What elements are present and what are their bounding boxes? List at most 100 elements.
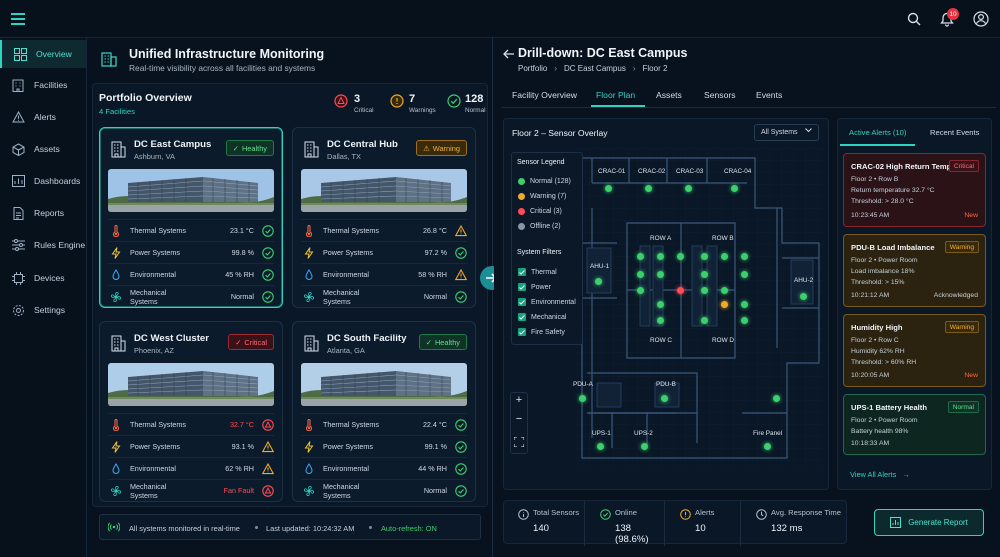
metric-row[interactable]: Thermal Systems 32.7 °C (108, 413, 274, 435)
sensor-dot[interactable] (700, 286, 708, 294)
zoom-in-button[interactable]: + (515, 394, 523, 406)
sensor-dot[interactable] (740, 300, 748, 308)
tab-events[interactable]: Events (756, 90, 783, 100)
tab-facility-overview[interactable]: Facility Overview (512, 90, 577, 100)
sidebar-item-alerts[interactable]: Alerts (0, 103, 86, 131)
sidebar-item-rules-engine[interactable]: Rules Engine (0, 231, 86, 259)
metric-row[interactable]: Thermal Systems 26.8 °C (301, 219, 467, 241)
alert-circle-icon (679, 508, 691, 520)
tab-assets[interactable]: Assets (656, 90, 682, 100)
filter-checkbox[interactable]: Power (518, 283, 551, 291)
auto-refresh-text[interactable]: Auto-refresh: ON (381, 524, 437, 533)
zoom-out-button[interactable]: − (515, 413, 523, 425)
breadcrumb-item[interactable]: DC East Campus (564, 64, 626, 73)
facility-card[interactable]: DC West Cluster Phoenix, AZ ✓ Critical Th… (99, 321, 283, 502)
sensor-dot[interactable] (720, 286, 728, 294)
sensor-dot[interactable] (720, 252, 728, 260)
metric-row[interactable]: Environmental 58 % RH (301, 263, 467, 285)
sensor-dot[interactable] (763, 442, 771, 450)
sidebar-item-settings[interactable]: Settings (0, 296, 86, 324)
tab-recent-events[interactable]: Recent Events (930, 128, 980, 137)
alert-card[interactable]: Humidity High Warning Floor 2 • Row C Hum… (843, 314, 986, 387)
sidebar-item-overview[interactable]: Overview (0, 40, 86, 68)
sidebar-item-assets[interactable]: Assets (0, 135, 86, 163)
sensor-dot[interactable] (640, 442, 648, 450)
lightning-icon (303, 440, 315, 453)
metric-row[interactable]: Power Systems 99.1 % (301, 435, 467, 457)
menu-icon[interactable] (10, 11, 26, 27)
metric-row[interactable]: Environmental 45 % RH (108, 263, 274, 285)
sensor-dot[interactable] (772, 394, 780, 402)
sensor-dot[interactable] (740, 316, 748, 324)
sensor-dot[interactable] (720, 300, 728, 308)
metric-row[interactable]: Thermal Systems 22.4 °C (301, 413, 467, 435)
filter-checkbox[interactable]: Thermal (518, 268, 557, 276)
sensor-dot[interactable] (594, 277, 602, 285)
breadcrumb-item[interactable]: Floor 2 (642, 64, 668, 73)
sidebar-item-reports[interactable]: Reports (0, 199, 86, 227)
sensor-dot[interactable] (740, 270, 748, 278)
sensor-dot[interactable] (740, 252, 748, 260)
alert-card[interactable]: UPS-1 Battery Health Normal Floor 2 • Po… (843, 394, 986, 455)
alert-card[interactable]: PDU-B Load Imbalance Warning Floor 2 • P… (843, 234, 986, 307)
building-icon (303, 140, 319, 158)
filter-checkbox[interactable]: Fire Safety (518, 328, 565, 336)
metric-row[interactable]: Power Systems 97.2 % (301, 241, 467, 263)
search-icon[interactable] (906, 11, 922, 27)
facility-card[interactable]: DC Central Hub Dallas, TX ⚠ Warning Therm… (292, 127, 476, 308)
user-avatar-icon[interactable] (972, 10, 989, 27)
critical-alert-icon (262, 484, 274, 497)
metric-row[interactable]: Mechanical Systems Normal (301, 285, 467, 307)
page-title: Unified Infrastructure Monitoring (129, 47, 325, 61)
metric-row[interactable]: Mechanical Systems Normal (301, 479, 467, 501)
sensor-dot[interactable] (684, 184, 692, 192)
sidebar-item-devices[interactable]: Devices (0, 264, 86, 292)
metric-row[interactable]: Mechanical Systems Normal (108, 285, 274, 307)
sensor-dot[interactable] (700, 316, 708, 324)
sensor-dot[interactable] (578, 394, 586, 402)
tab-active-alerts[interactable]: Active Alerts (10) (849, 128, 907, 137)
breadcrumb-item[interactable]: Portfolio (518, 64, 548, 73)
view-all-alerts-link[interactable]: View All Alerts → (850, 470, 910, 479)
metric-row[interactable]: Environmental 44 % RH (301, 457, 467, 479)
sensor-dot[interactable] (636, 286, 644, 294)
sensor-dot[interactable] (700, 270, 708, 278)
sensor-dot[interactable] (636, 252, 644, 260)
tab-floor-plan[interactable]: Floor Plan (596, 90, 636, 100)
system-select[interactable]: All Systems (754, 124, 819, 141)
sensor-dot[interactable] (676, 286, 684, 294)
status-badge-label: Healthy (241, 143, 267, 153)
filter-checkbox[interactable]: Environmental (518, 298, 576, 306)
metric-row[interactable]: Thermal Systems 23.1 °C (108, 219, 274, 241)
sensor-dot[interactable] (656, 252, 664, 260)
sidebar-item-dashboards[interactable]: Dashboards (0, 167, 86, 195)
sidebar-item-facilities[interactable]: Facilities (0, 71, 86, 99)
tab-sensors[interactable]: Sensors (704, 90, 736, 100)
facility-card[interactable]: DC South Facility Atlanta, GA ✓ Healthy T… (292, 321, 476, 502)
sensor-dot[interactable] (660, 394, 668, 402)
sensor-dot[interactable] (799, 292, 807, 300)
chevron-right-icon: › (632, 64, 636, 73)
sensor-dot[interactable] (656, 316, 664, 324)
floor-plan-map[interactable] (577, 148, 825, 468)
generate-report-button[interactable]: Generate Report (874, 509, 984, 536)
back-arrow-icon[interactable] (502, 48, 514, 60)
metric-row[interactable]: Power Systems 93.1 % (108, 435, 274, 457)
sensor-dot[interactable] (656, 300, 664, 308)
fullscreen-icon[interactable] (513, 436, 524, 447)
sensor-dot[interactable] (644, 184, 652, 192)
metric-row[interactable]: Environmental 62 % RH (108, 457, 274, 479)
sensor-dot[interactable] (604, 184, 612, 192)
sensor-dot[interactable] (596, 442, 604, 450)
sensor-dot[interactable] (676, 252, 684, 260)
facility-card[interactable]: DC East Campus Ashburn, VA ✓ Healthy Ther… (99, 127, 283, 308)
sensor-dot[interactable] (636, 270, 644, 278)
alert-card[interactable]: CRAC-02 High Return Temp Critical Floor … (843, 153, 986, 227)
sensor-dot[interactable] (656, 270, 664, 278)
metric-row[interactable]: Mechanical Systems Fan Fault (108, 479, 274, 501)
sensor-dot[interactable] (700, 252, 708, 260)
sensor-dot[interactable] (730, 184, 738, 192)
metric-row[interactable]: Power Systems 99.8 % (108, 241, 274, 263)
filter-checkbox[interactable]: Mechanical (518, 313, 566, 321)
warnings-count: 7 (409, 93, 416, 105)
